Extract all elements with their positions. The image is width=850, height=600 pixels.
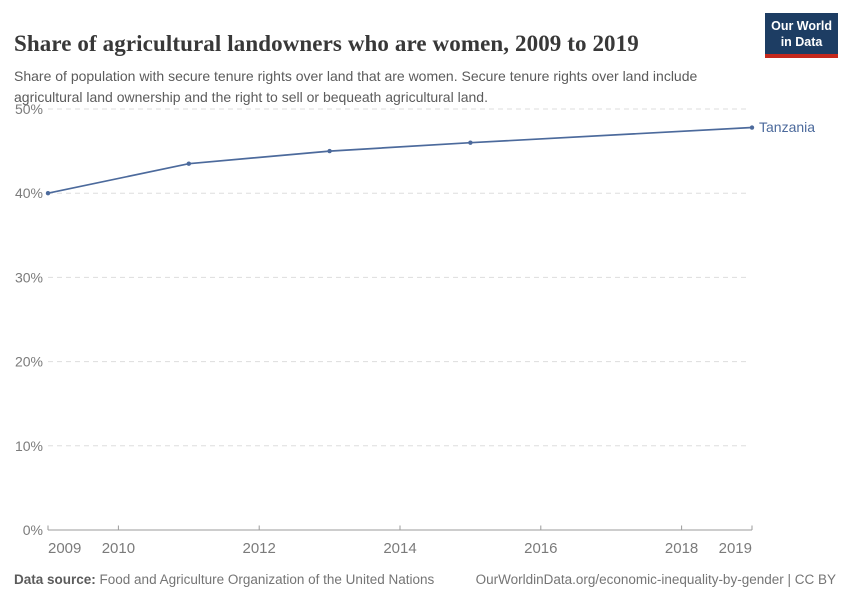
- y-tick-label-50: 50%: [15, 101, 43, 117]
- data-point-tanzania-2019: [749, 125, 755, 130]
- x-tick-label-2012: 2012: [243, 540, 276, 557]
- x-tick-label-2010: 2010: [102, 540, 135, 557]
- owid-url-link[interactable]: OurWorldinData.org/economic-inequality-b…: [475, 572, 836, 587]
- data-point-tanzania-2011: [186, 161, 191, 166]
- data-line-tanzania: [47, 126, 753, 195]
- y-tick-label-10: 10%: [15, 438, 43, 454]
- x-tick-label-2009: 2009: [48, 540, 81, 557]
- chart-footer: Data source: Food and Agriculture Organi…: [14, 572, 836, 587]
- x-tick-label-2018: 2018: [665, 540, 698, 557]
- x-tick-label-2014: 2014: [383, 540, 416, 557]
- y-tick-label-30: 30%: [15, 269, 43, 285]
- x-axis-group: 2009 2010 2012 2014 2016 2018 2019: [47, 525, 753, 557]
- gridlines-group: [48, 108, 746, 447]
- x-tick-label-2016: 2016: [524, 540, 557, 557]
- series-label-tanzania: Tanzania: [759, 119, 815, 135]
- data-source-note: Data source: Food and Agriculture Organi…: [14, 572, 434, 587]
- y-tick-label-20: 20%: [15, 354, 43, 370]
- y-tick-label-0: 0%: [23, 522, 43, 538]
- data-point-tanzania-2015: [468, 140, 473, 145]
- owid-logo-line2: in Data: [780, 35, 823, 49]
- y-tick-label-40: 40%: [15, 185, 43, 201]
- y-axis-labels-group: 0% 10% 20% 30% 40% 50%: [15, 101, 43, 538]
- data-source-value: Food and Agriculture Organization of the…: [95, 572, 435, 587]
- data-point-tanzania-2009: [45, 191, 51, 196]
- chart-subtitle: Share of population with secure tenure r…: [14, 68, 698, 105]
- series-group: Tanzania: [45, 119, 815, 196]
- x-tick-label-2019: 2019: [719, 540, 752, 557]
- chart-title: Share of agricultural landowners who are…: [14, 31, 639, 57]
- owid-logo[interactable]: Our World in Data: [765, 13, 838, 58]
- data-point-tanzania-2013: [327, 148, 332, 154]
- data-source-label: Data source:: [14, 572, 96, 587]
- owid-logo-line1: Our World: [771, 19, 832, 33]
